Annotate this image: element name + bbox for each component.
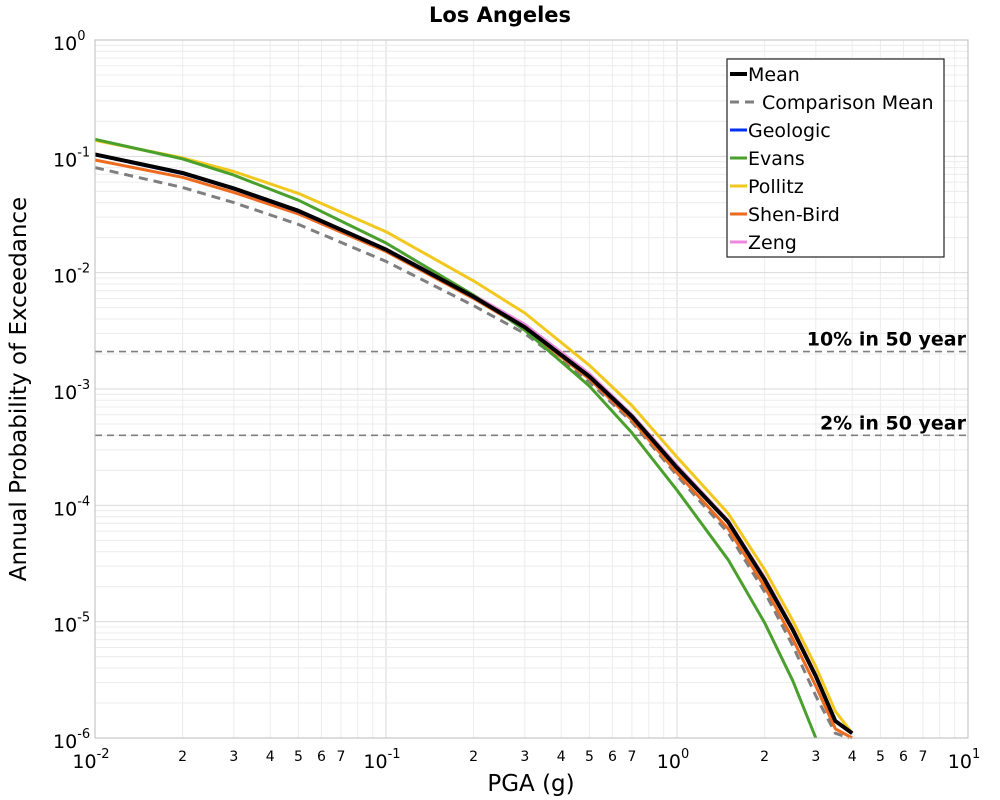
plot-area-frame bbox=[94, 39, 969, 739]
series-line-mean bbox=[94, 152, 854, 735]
x-minor-tick-label: 6 bbox=[317, 749, 326, 765]
x-minor-tick-label: 4 bbox=[266, 749, 275, 765]
legend-label: Pollitz bbox=[748, 176, 804, 198]
series-line-shen-bird bbox=[94, 158, 853, 740]
y-tick-label: 10-3 bbox=[53, 378, 90, 404]
legend: Mean Comparison Mean Geologic Evans Pollitz S… bbox=[726, 58, 945, 258]
x-minor-tick-label: 2 bbox=[178, 749, 187, 765]
y-tick-label: 10-4 bbox=[53, 494, 90, 520]
x-minor-tick-label: 5 bbox=[294, 749, 303, 765]
series-line-comparison-mean bbox=[94, 166, 850, 740]
legend-label: Zeng bbox=[748, 232, 797, 254]
x-minor-tick-label: 2 bbox=[760, 749, 769, 765]
legend-item: Evans bbox=[730, 148, 805, 170]
reference-line-label: 10% in 50 year bbox=[807, 329, 967, 351]
series-lines bbox=[94, 137, 854, 740]
legend-item: Mean bbox=[730, 64, 800, 86]
legend-item: Geologic bbox=[730, 120, 831, 142]
legend-box bbox=[726, 58, 945, 258]
legend-item: Zeng bbox=[730, 232, 797, 254]
reference-line-label: 2% in 50 year bbox=[820, 412, 967, 434]
legend-label: Geologic bbox=[748, 120, 831, 142]
x-minor-tick-label: 7 bbox=[918, 749, 927, 765]
legend-label: Comparison Mean bbox=[762, 92, 934, 114]
legend-item: Comparison Mean bbox=[730, 92, 934, 114]
x-minor-tick-label: 7 bbox=[336, 749, 345, 765]
x-minor-tick-label: 5 bbox=[585, 749, 594, 765]
legend-item: Shen-Bird bbox=[730, 204, 840, 226]
x-minor-tick-label: 6 bbox=[608, 749, 617, 765]
x-minor-tick-label: 4 bbox=[848, 749, 857, 765]
x-minor-tick-label: 5 bbox=[876, 749, 885, 765]
x-minor-tick-label: 4 bbox=[557, 749, 566, 765]
x-minor-tick-label: 6 bbox=[899, 749, 908, 765]
x-minor-tick-label: 7 bbox=[627, 749, 636, 765]
legend-label: Evans bbox=[748, 148, 805, 170]
chart-title: Los Angeles bbox=[429, 3, 571, 27]
reference-lines: 10% in 50 year 2% in 50 year bbox=[95, 329, 968, 437]
series-line-pollitz bbox=[94, 138, 854, 735]
x-minor-tick-label: 2 bbox=[469, 749, 478, 765]
x-axis-title: PGA (g) bbox=[487, 771, 574, 797]
x-minor-tick-label: 3 bbox=[811, 749, 820, 765]
legend-label: Mean bbox=[748, 64, 800, 86]
x-minor-tick-label: 3 bbox=[229, 749, 238, 765]
x-tick-label: 10-2 bbox=[72, 747, 109, 773]
legend-item: Pollitz bbox=[730, 176, 804, 198]
series-line-evans bbox=[94, 137, 818, 739]
legend-label: Shen-Bird bbox=[748, 204, 840, 226]
y-axis-title: Annual Probability of Exceedance bbox=[6, 197, 32, 581]
x-minor-tick-label: 3 bbox=[520, 749, 529, 765]
